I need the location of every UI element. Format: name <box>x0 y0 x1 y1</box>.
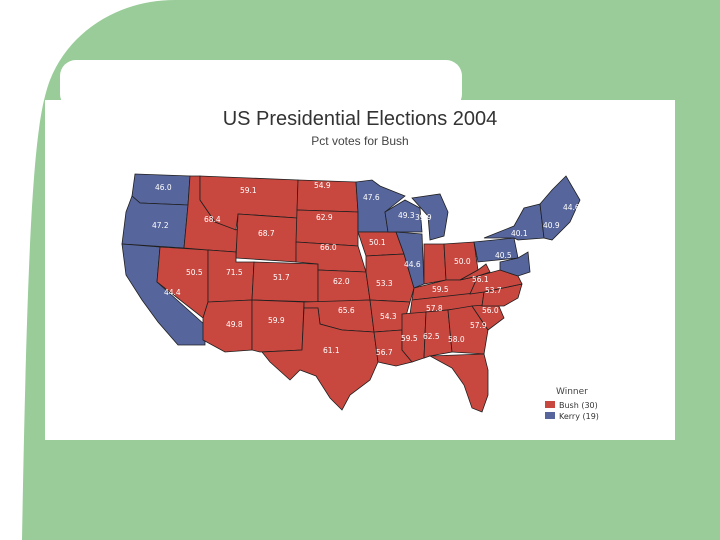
state-wyoming <box>235 213 298 263</box>
state-texas <box>261 307 379 411</box>
state-label: 54.9 <box>314 181 331 190</box>
state-label: 62.5 <box>423 332 440 341</box>
state-new-england <box>539 175 581 241</box>
state-georgia <box>447 305 489 355</box>
background-white-corner <box>0 0 175 540</box>
state-label: 56.1 <box>472 275 489 284</box>
state-label: 59.5 <box>432 285 449 294</box>
state-label: 44.6 <box>404 260 421 269</box>
state-label: 47.6 <box>363 193 380 202</box>
state-label: 50.5 <box>186 268 203 277</box>
state-label: 47.2 <box>152 221 169 230</box>
legend-swatch-kerry <box>545 412 555 419</box>
state-new-mexico <box>251 299 305 353</box>
state-label: 44.6 <box>563 203 580 212</box>
state-michigan <box>411 193 449 241</box>
us-map <box>121 173 581 413</box>
state-label: 56.7 <box>376 348 393 357</box>
state-labels: 46.0 47.2 44.4 68.4 59.1 50.5 71.5 68.7 … <box>152 181 580 357</box>
state-label: 66.0 <box>320 243 337 252</box>
state-label: 46.0 <box>155 183 172 192</box>
state-label: 53.7 <box>485 286 502 295</box>
state-label: 50.0 <box>454 257 471 266</box>
state-kansas <box>317 269 371 303</box>
legend: Winner Bush (30) Kerry (19) <box>545 387 599 421</box>
state-label: 59.5 <box>401 334 418 343</box>
state-west-virginia <box>459 263 491 281</box>
state-label: 71.5 <box>226 268 243 277</box>
state-label: 50.1 <box>369 238 386 247</box>
state-indiana <box>423 243 447 285</box>
state-label: 53.3 <box>376 279 393 288</box>
state-label: 39.9 <box>415 213 432 222</box>
state-label: 56.0 <box>482 306 499 315</box>
state-label: 51.7 <box>273 273 290 282</box>
state-label: 49.8 <box>226 320 243 329</box>
legend-label-kerry: Kerry (19) <box>559 412 599 421</box>
state-label: 59.9 <box>268 316 285 325</box>
state-wisconsin <box>384 199 423 233</box>
map-subtitle: Pct votes for Bush <box>311 134 409 148</box>
state-label: 46.9 <box>536 239 553 248</box>
state-mid-atlantic <box>499 251 531 277</box>
legend-title: Winner <box>556 387 588 397</box>
state-colorado <box>251 261 319 303</box>
state-label: 65.6 <box>338 306 355 315</box>
state-label: 40.5 <box>495 251 512 260</box>
state-label: 62.9 <box>316 213 333 222</box>
state-label: 57.8 <box>426 304 443 313</box>
state-label: 62.0 <box>333 277 350 286</box>
state-illinois <box>395 231 425 289</box>
state-mississippi <box>401 311 427 363</box>
legend-swatch-bush <box>545 401 555 408</box>
state-florida <box>428 353 489 413</box>
state-label: 44.4 <box>164 288 181 297</box>
state-label: 59.1 <box>240 186 257 195</box>
state-label: 54.3 <box>380 312 397 321</box>
state-label: 68.4 <box>204 215 221 224</box>
state-label: 68.7 <box>258 229 275 238</box>
state-label: 61.1 <box>323 346 340 355</box>
state-label: 58.0 <box>448 335 465 344</box>
state-alabama <box>423 309 453 359</box>
map-title: US Presidential Elections 2004 <box>222 108 498 130</box>
state-label: 49.3 <box>398 211 415 220</box>
state-label: 57.9 <box>470 321 487 330</box>
state-label: 40.9 <box>543 221 560 230</box>
rounded-tab <box>60 60 462 110</box>
state-label: 40.1 <box>511 229 528 238</box>
legend-label-bush: Bush (30) <box>559 401 598 410</box>
